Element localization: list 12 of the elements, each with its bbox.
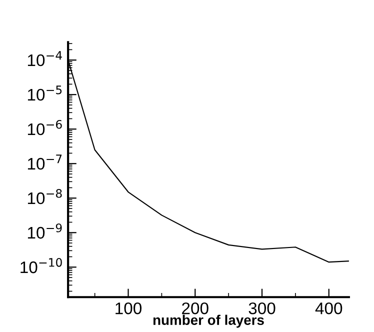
x-tick-label: 100 [116, 302, 142, 314]
y-tick-label: 10$^{−4}$ [28, 51, 62, 66]
y-tick-label: 10$^{−8}$ [28, 188, 62, 204]
y-tick-label: 10$^{−6}$ [28, 120, 62, 136]
y-tick-label: 10$^{−10}$ [20, 258, 62, 274]
x-tick-label: 300 [248, 302, 276, 314]
x-tick-label: 200 [182, 302, 208, 314]
x-axis-title: number of layers [153, 314, 264, 328]
y-tick-label: 10$^{−5}$ [28, 86, 62, 101]
y-tick-label: 10$^{−7}$ [28, 154, 62, 170]
x-tick-label: 400 [315, 302, 342, 314]
y-tick-label: 10$^{−9}$ [28, 223, 62, 239]
